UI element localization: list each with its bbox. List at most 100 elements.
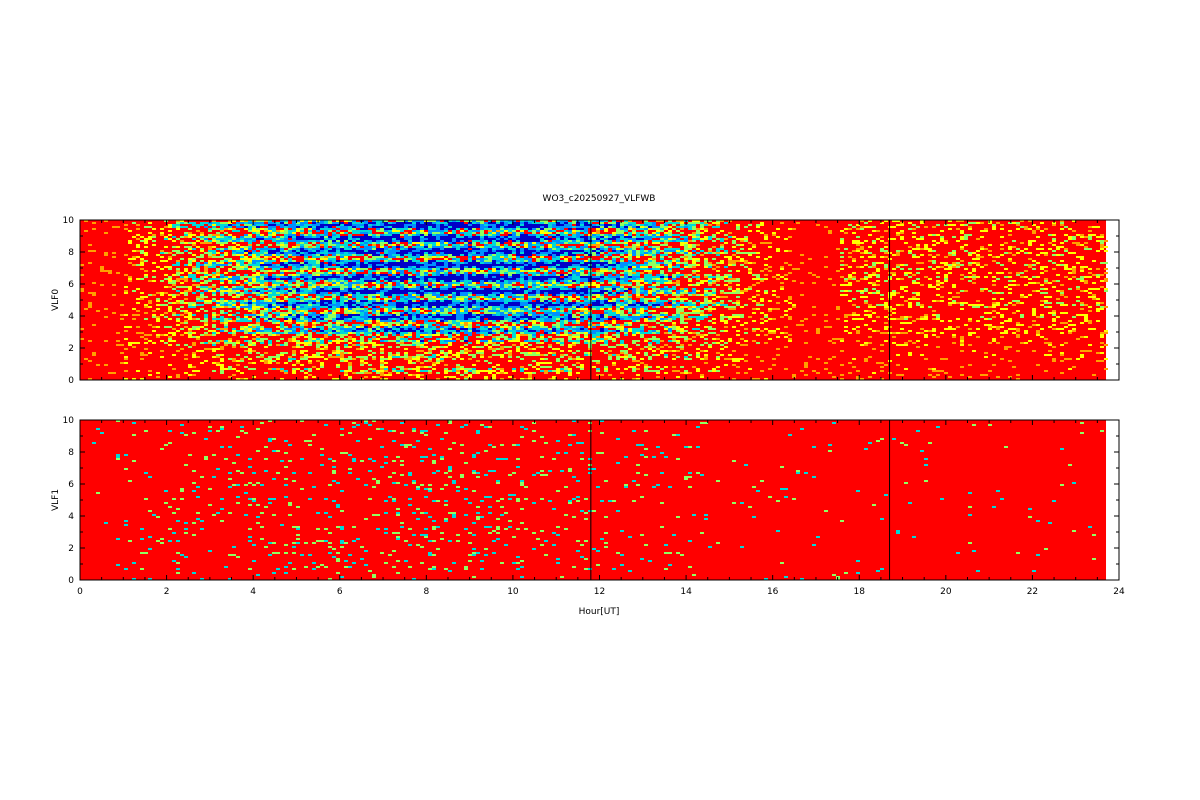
spectrogram-cell [364, 258, 368, 260]
spectrogram-cell [472, 272, 476, 274]
spectrogram-cell [392, 250, 396, 252]
spectrogram-cell [164, 260, 168, 262]
spectrogram-cell [260, 290, 264, 292]
spectrogram-cell [304, 258, 308, 260]
spectrogram-cell [424, 252, 428, 254]
spectrogram-cell [292, 232, 296, 234]
spectrogram-cell [452, 312, 456, 314]
spectrogram-cell [380, 276, 384, 278]
spectrogram-cell [488, 294, 492, 296]
spectrogram-cell [164, 304, 168, 306]
spectrogram-cell [208, 266, 212, 268]
spectrogram-cell [432, 348, 436, 350]
spectrogram-cell [352, 238, 356, 240]
spectrogram-cell [376, 236, 380, 238]
spectrogram-cell [300, 292, 304, 294]
spectrogram-cell [416, 308, 420, 310]
spectrogram-cell [504, 326, 508, 328]
spectrogram-cell [108, 270, 112, 272]
spectrogram-cell [236, 248, 240, 250]
spectrogram-cell [460, 226, 464, 228]
spectrogram-cell [456, 250, 460, 252]
spectrogram-cell [216, 318, 220, 320]
spectrogram-cell [380, 268, 384, 270]
spectrogram-cell [420, 248, 424, 250]
spectrogram-cell [344, 300, 348, 302]
spectrogram-cell [156, 336, 160, 338]
spectrogram-cell [476, 264, 480, 266]
spectrogram-cell [316, 256, 320, 258]
spectrogram-cell [356, 270, 360, 272]
spectrogram-cell [188, 346, 192, 348]
spectrogram-cell [224, 252, 228, 254]
spectrogram-cell [280, 272, 284, 274]
spectrogram-cell [408, 360, 412, 362]
spectrogram-cell [208, 334, 212, 336]
spectrogram-cell [128, 240, 132, 242]
spectrogram-cell [336, 248, 340, 250]
spectrogram-cell [440, 246, 444, 248]
spectrogram-cell [248, 344, 252, 346]
spectrogram-cell [280, 226, 284, 228]
spectrogram-cell [500, 356, 504, 358]
spectrogram-cell [444, 220, 448, 222]
spectrogram-cell [492, 236, 496, 238]
spectrogram-cell [520, 230, 524, 232]
spectrogram-cell [164, 246, 168, 248]
spectrogram-cell [452, 266, 456, 268]
spectrogram-cell [492, 316, 496, 318]
spectrogram-cell [444, 376, 448, 378]
spectrogram-cell [420, 282, 424, 284]
spectrogram-cell [388, 240, 392, 242]
spectrogram-cell [268, 332, 272, 334]
spectrogram-cell [312, 234, 316, 236]
spectrogram-cell [516, 256, 520, 258]
spectrogram-cell [364, 302, 368, 304]
spectrogram-cell [288, 318, 292, 320]
spectrogram-cell [304, 312, 308, 314]
spectrogram-cell [276, 282, 280, 284]
spectrogram-cell [324, 226, 328, 228]
spectrogram-cell [504, 266, 508, 268]
spectrogram-cell [476, 262, 480, 264]
spectrogram-cell [492, 258, 496, 260]
spectrogram-cell [404, 268, 408, 270]
spectrogram-cell [412, 248, 416, 250]
spectrogram-cell [516, 302, 520, 304]
spectrogram-cell [424, 312, 428, 314]
spectrogram-cell [500, 314, 504, 316]
spectrogram-cell [388, 298, 392, 300]
spectrogram-cell [384, 252, 388, 254]
spectrogram-cell [404, 224, 408, 226]
spectrogram-cell [308, 370, 312, 372]
spectrogram-cell [420, 274, 424, 276]
spectrogram-cell [232, 254, 236, 256]
spectrogram-cell [356, 224, 360, 226]
spectrogram-cell [432, 278, 436, 280]
spectrogram-cell [384, 246, 388, 248]
spectrogram-cell [472, 292, 476, 294]
spectrogram-cell [192, 344, 196, 346]
spectrogram-cell [292, 350, 296, 352]
spectrogram-cell [484, 376, 488, 378]
spectrogram-cell [272, 240, 276, 242]
spectrogram-cell [388, 346, 392, 348]
spectrogram-cell [508, 292, 512, 294]
spectrogram-cell [260, 314, 264, 316]
spectrogram-cell [404, 372, 408, 374]
spectrogram-cell [444, 330, 448, 332]
spectrogram-cell [328, 274, 332, 276]
spectrogram-cell [512, 232, 516, 234]
spectrogram-cell [308, 240, 312, 242]
spectrogram-cell [376, 228, 380, 230]
spectrogram-cell [452, 296, 456, 298]
spectrogram-cell [108, 372, 112, 374]
spectrogram-cell [408, 274, 412, 276]
spectrogram-cell [416, 304, 420, 306]
spectrogram-cell [392, 272, 396, 274]
spectrogram-cell [180, 348, 184, 350]
spectrogram-cell [516, 278, 520, 280]
spectrogram-cell [176, 278, 180, 280]
spectrogram-cell [336, 310, 340, 312]
spectrogram-cell [412, 374, 416, 376]
